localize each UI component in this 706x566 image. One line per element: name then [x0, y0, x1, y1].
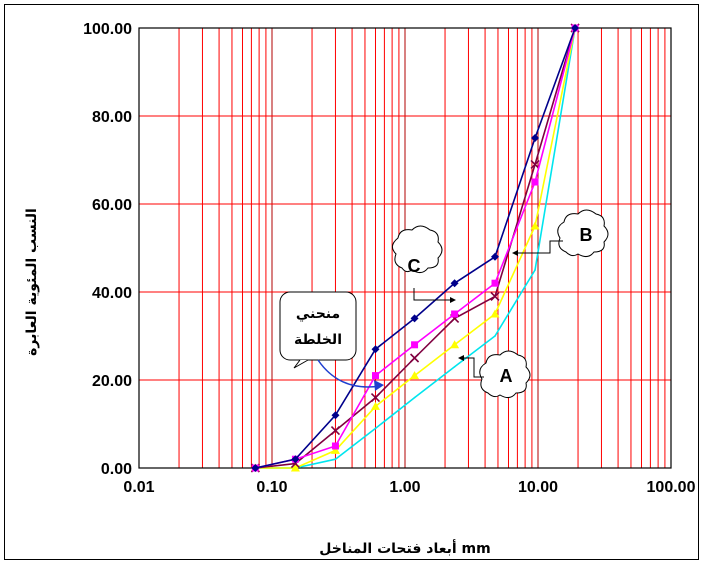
mix-callout-line1: منحني [296, 306, 340, 322]
y-axis-label: النسب المئوية العابرة [24, 208, 40, 356]
data-point [409, 353, 420, 363]
callout-a: A [458, 350, 531, 399]
data-point [450, 279, 459, 288]
data-point [531, 178, 539, 186]
mix-callout-arrow [317, 359, 381, 388]
data-point [371, 345, 380, 354]
callout-b-pointer [516, 240, 563, 254]
callout-b: B [512, 209, 609, 258]
data-point [494, 335, 496, 337]
callout-c-bubble [392, 225, 443, 274]
callout-a-pointer [462, 357, 484, 378]
data-point [571, 24, 580, 32]
callout-b-bubble [557, 209, 609, 258]
data-point [530, 221, 540, 230]
y-tick-label: 20.00 [92, 373, 132, 390]
tick-labels: 0.01 0.10 1.00 10.00 100.00 0.00 20.00 40.00 60.… [83, 21, 696, 496]
x-tick-label: 100.00 [647, 479, 696, 496]
data-point [534, 269, 536, 271]
data-point [490, 309, 500, 318]
data-point [331, 411, 340, 420]
data-point [334, 458, 337, 461]
data-point [451, 310, 459, 318]
data-point [371, 372, 379, 380]
data-point [251, 464, 260, 472]
data-point [374, 427, 377, 430]
callout-c-pointer [413, 288, 452, 301]
data-point [490, 291, 500, 301]
data-point [491, 279, 499, 287]
callout-c-label: C [408, 256, 421, 276]
x-tick-label: 0.01 [123, 479, 154, 496]
callout-a-bubble [479, 350, 531, 399]
y-tick-label: 80.00 [92, 109, 132, 126]
data-point [450, 340, 460, 349]
x-tick-label: 10.00 [518, 479, 558, 496]
data-point [410, 314, 419, 323]
data-point [290, 463, 300, 472]
callout-c: C [392, 225, 456, 303]
data-point [370, 401, 380, 410]
y-tick-label: 100.00 [83, 21, 132, 38]
grid [138, 27, 672, 469]
callout-c-arrow-head [450, 297, 456, 303]
data-point [370, 393, 381, 403]
y-tick-label: 60.00 [92, 197, 132, 214]
data-point [411, 341, 419, 349]
data-point [531, 134, 540, 142]
mix-curve-callout: منحني الخلطة [279, 291, 384, 391]
data-point [413, 396, 416, 399]
data-point [410, 371, 420, 380]
data-point [291, 455, 300, 464]
x-axis-label: أبعاد فتحات المناخل mm [319, 539, 491, 557]
y-tick-label: 0.00 [101, 461, 132, 478]
callout-b-label: B [580, 225, 593, 245]
callout-b-arrow-head [512, 250, 518, 256]
data-point [330, 426, 341, 436]
data-point [530, 159, 540, 169]
mix-callout-tail [293, 359, 309, 369]
y-tick-label: 40.00 [92, 285, 132, 302]
callout-a-label: A [500, 366, 513, 386]
x-tick-label: 0.10 [256, 479, 287, 496]
series-1 [251, 24, 580, 472]
series-group [250, 23, 580, 473]
callout-a-arrow-head [458, 355, 464, 361]
series-5 [254, 27, 576, 469]
mix-arrow-head [374, 380, 384, 391]
data-point [453, 366, 456, 368]
data-point [491, 252, 500, 261]
mix-callout-box [279, 291, 357, 361]
plot-border [138, 27, 672, 469]
data-point [330, 445, 340, 454]
data-point [331, 442, 339, 450]
x-tick-label: 1.00 [389, 479, 420, 496]
mix-callout-line2: الخلطة [294, 332, 342, 348]
